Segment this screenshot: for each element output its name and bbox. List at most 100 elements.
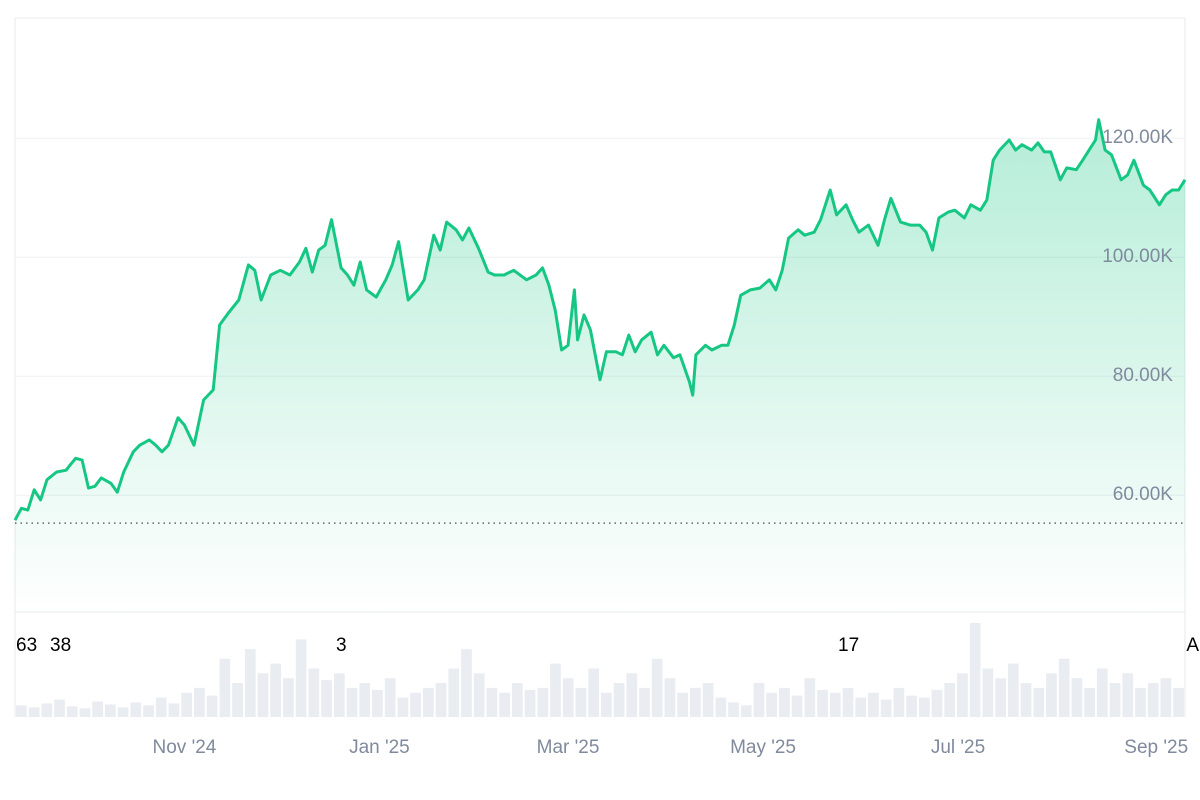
volume-bar xyxy=(155,697,167,717)
volume-bar xyxy=(1033,687,1045,717)
volume-bar xyxy=(41,703,53,717)
volume-bar xyxy=(219,658,231,717)
volume-bar xyxy=(715,697,727,717)
volume-bar xyxy=(677,692,689,717)
volume-bar xyxy=(270,663,282,717)
volume-bar xyxy=(537,687,549,717)
volume-bar xyxy=(511,683,523,717)
volume-bar xyxy=(244,649,256,717)
volume-bar xyxy=(702,683,714,717)
volume-bar xyxy=(931,689,943,717)
x-tick-label: Jan '25 xyxy=(349,737,410,758)
volume-bar xyxy=(422,687,434,717)
volume-bar xyxy=(384,678,396,717)
volume-bar xyxy=(105,704,116,717)
volume-bar xyxy=(728,702,739,717)
volume-bar xyxy=(1096,668,1108,717)
volume-bar xyxy=(321,680,332,717)
volume-bar xyxy=(601,692,612,717)
volume-bar xyxy=(575,687,587,717)
volume-bar xyxy=(283,678,294,717)
volume-bar xyxy=(524,689,536,717)
volume-bar xyxy=(957,673,968,717)
volume-bar xyxy=(613,683,625,717)
volume-bar xyxy=(918,697,930,717)
volume-bar xyxy=(181,692,193,717)
volume-bar xyxy=(753,683,765,717)
volume-bar xyxy=(473,673,485,717)
volume-bar xyxy=(448,668,460,717)
volume-bar xyxy=(54,699,65,717)
x-tick-label: Nov '24 xyxy=(153,737,217,758)
volume-bar xyxy=(982,668,994,717)
volume-bar xyxy=(829,692,841,717)
volume-bar xyxy=(868,692,879,717)
volume-bar xyxy=(1109,683,1121,717)
volume-bar xyxy=(855,697,867,717)
volume-bar xyxy=(766,692,778,717)
volume-bar xyxy=(168,703,180,717)
volume-bar xyxy=(232,683,243,717)
volume-bar xyxy=(562,678,574,717)
volume-bar xyxy=(92,701,104,717)
annotation: 63 xyxy=(16,635,37,656)
volume-bar xyxy=(1046,673,1057,717)
y-tick-label: 60.00K xyxy=(1113,484,1174,505)
volume-bar xyxy=(664,678,676,717)
volume-bar xyxy=(995,678,1006,717)
volume-bar xyxy=(1058,658,1070,717)
volume-bar xyxy=(893,687,905,717)
volume-bar xyxy=(588,668,599,717)
volume-bar xyxy=(1071,678,1083,717)
annotation: 3 xyxy=(336,635,347,656)
volume-bar xyxy=(1160,678,1172,717)
volume-bar xyxy=(461,649,472,717)
volume-bar xyxy=(639,687,650,717)
volume-bar xyxy=(486,687,498,717)
price-area xyxy=(15,119,1185,613)
volume-bar xyxy=(969,622,981,717)
volume-bar xyxy=(1122,673,1134,717)
volume-bar xyxy=(1007,663,1019,717)
volume-bar xyxy=(842,687,854,717)
volume-bar xyxy=(206,695,218,717)
volume-bar xyxy=(333,673,345,717)
volume-bar xyxy=(626,673,638,717)
volume-bar xyxy=(944,683,956,717)
volume-bar xyxy=(66,706,78,717)
volume-bar xyxy=(690,687,701,717)
annotation: 17 xyxy=(838,635,859,656)
y-tick-label: 100.00K xyxy=(1102,246,1173,267)
volume-bar xyxy=(308,668,320,717)
volume-bar xyxy=(143,705,154,717)
volume-bar xyxy=(804,678,816,717)
x-tick-label: May '25 xyxy=(730,737,796,758)
x-tick-label: Jul '25 xyxy=(931,737,985,758)
volume-bar xyxy=(16,705,27,717)
volume-bar xyxy=(257,673,269,717)
price-line xyxy=(13,118,1187,521)
volume-bar xyxy=(880,699,892,717)
volume-bar xyxy=(779,687,790,717)
volume-bar xyxy=(651,658,663,717)
volume-bar xyxy=(117,707,129,717)
volume-bar xyxy=(550,663,561,717)
annotation: 38 xyxy=(50,635,71,656)
volume-bar xyxy=(1084,687,1095,717)
annotation: A xyxy=(1186,635,1199,656)
volume-bar xyxy=(906,695,917,717)
volume-bar xyxy=(1147,683,1159,717)
volume-bar xyxy=(194,687,205,717)
volume-bar xyxy=(791,695,803,717)
volume-bar xyxy=(79,708,91,717)
volume-bar xyxy=(740,705,752,717)
x-tick-label: Mar '25 xyxy=(537,737,600,758)
volume-bar xyxy=(1173,687,1184,717)
y-tick-label: 120.00K xyxy=(1102,127,1173,148)
volume-bar xyxy=(130,702,142,717)
volume-bar xyxy=(359,683,371,717)
volume-bar xyxy=(435,683,447,717)
volume-bar xyxy=(28,707,40,717)
volume-bar xyxy=(1020,683,1032,717)
